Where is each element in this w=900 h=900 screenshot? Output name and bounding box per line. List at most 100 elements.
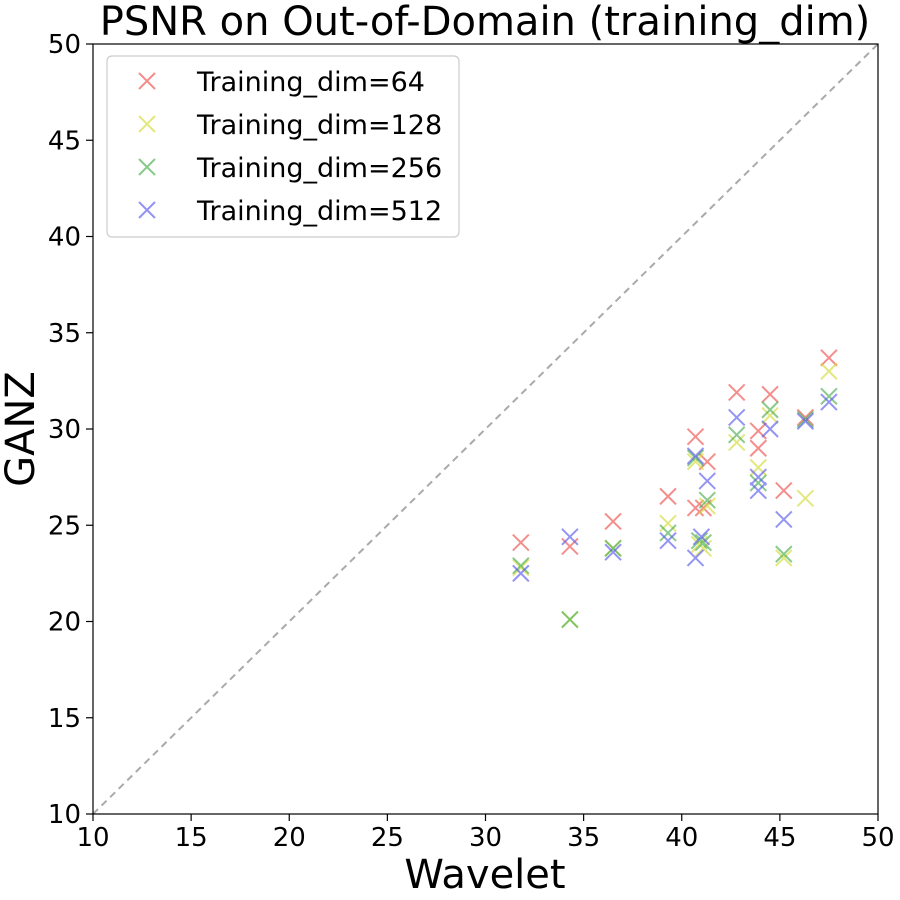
data-point [694, 533, 713, 552]
marker-stroke [727, 383, 746, 402]
x-tick-label: 45 [763, 823, 796, 853]
marker-stroke [698, 497, 716, 515]
y-tick-label: 30 [48, 415, 81, 445]
marker-stroke [604, 543, 622, 561]
legend-marker-4 [138, 201, 156, 219]
data-point [659, 531, 677, 550]
marker-stroke [698, 491, 716, 509]
data-point [659, 514, 677, 533]
data-points-layer [512, 349, 838, 629]
y-tick-label: 20 [48, 608, 81, 638]
data-point [761, 420, 779, 438]
data-point [727, 433, 746, 452]
y-tick-label: 15 [48, 704, 81, 734]
data-point [659, 524, 677, 542]
data-point [604, 543, 622, 561]
data-point [727, 426, 746, 444]
data-point [761, 401, 779, 419]
data-point [604, 539, 622, 558]
data-point [820, 393, 838, 411]
data-point [727, 408, 746, 427]
data-point [775, 481, 793, 500]
data-point [820, 387, 838, 405]
marker-stroke [796, 489, 815, 508]
data-point [686, 453, 705, 471]
y-axis-label: GANZ [0, 371, 44, 487]
y-tick-label: 45 [48, 126, 81, 156]
marker-stroke [761, 401, 779, 419]
data-point [561, 528, 579, 546]
legend-marker-3 [138, 158, 156, 176]
data-point [761, 385, 779, 404]
marker-stroke [686, 549, 705, 567]
x-tick-label: 35 [567, 823, 600, 853]
data-point [775, 545, 793, 563]
marker-stroke [727, 426, 746, 444]
reference-line [92, 43, 879, 815]
marker-stroke [775, 549, 793, 567]
y-tick-label: 10 [48, 800, 81, 830]
marker-stroke [796, 412, 815, 431]
marker-stroke [749, 422, 767, 440]
marker-stroke [659, 524, 677, 542]
data-point [775, 510, 793, 529]
data-point [698, 472, 716, 490]
marker-stroke [138, 158, 156, 176]
data-point [749, 439, 767, 457]
marker-stroke [138, 115, 156, 133]
marker-stroke [138, 201, 156, 219]
data-point [749, 458, 767, 477]
marker-stroke [761, 420, 779, 438]
x-tick-label: 30 [469, 823, 502, 853]
data-point [761, 406, 779, 425]
y-tick-label: 25 [48, 511, 81, 541]
marker-stroke [512, 558, 530, 577]
data-point [561, 537, 579, 556]
data-point [604, 512, 622, 531]
marker-stroke [749, 468, 767, 486]
data-point [698, 491, 716, 509]
data-point [749, 468, 767, 486]
legend-box [106, 55, 460, 238]
marker-stroke [692, 528, 711, 546]
marker-stroke [686, 427, 705, 446]
marker-stroke [796, 410, 815, 429]
marker-stroke [820, 393, 838, 411]
marker-stroke [512, 564, 530, 583]
data-point [512, 556, 530, 575]
legend-marker-2 [138, 115, 156, 133]
data-point [796, 410, 815, 429]
legend-marker-1 [138, 72, 156, 90]
data-point [775, 549, 793, 567]
data-point [686, 447, 705, 465]
marker-stroke [775, 510, 793, 529]
marker-stroke [512, 533, 530, 552]
x-axis-label: Wavelet [404, 852, 565, 898]
legend: Training_dim=64 Training_dim=128 Training_… [106, 55, 460, 238]
legend-label-3: Training_dim=256 [196, 153, 442, 184]
x-tick-label: 50 [861, 823, 894, 853]
data-point [686, 549, 705, 567]
data-point [796, 408, 815, 427]
data-point [796, 412, 815, 431]
data-point [512, 564, 530, 583]
data-point [698, 497, 716, 515]
marker-stroke [686, 449, 705, 467]
marker-stroke [820, 362, 838, 380]
marker-stroke [761, 385, 779, 404]
axis-ticks-layer: 10 15 20 25 30 35 40 45 50 10 15 20 25 30 35 40 45 50 [48, 30, 895, 853]
marker-stroke [659, 487, 677, 506]
data-point [659, 487, 677, 506]
marker-stroke [698, 472, 716, 490]
marker-stroke [749, 481, 767, 500]
series-1 [512, 349, 838, 556]
marker-stroke [561, 610, 579, 629]
marker-stroke [561, 528, 579, 546]
marker-stroke [775, 545, 793, 563]
marker-stroke [686, 447, 705, 465]
data-point [686, 427, 705, 446]
marker-stroke [761, 406, 779, 425]
series-3 [512, 387, 838, 629]
x-tick-label: 10 [76, 823, 109, 853]
